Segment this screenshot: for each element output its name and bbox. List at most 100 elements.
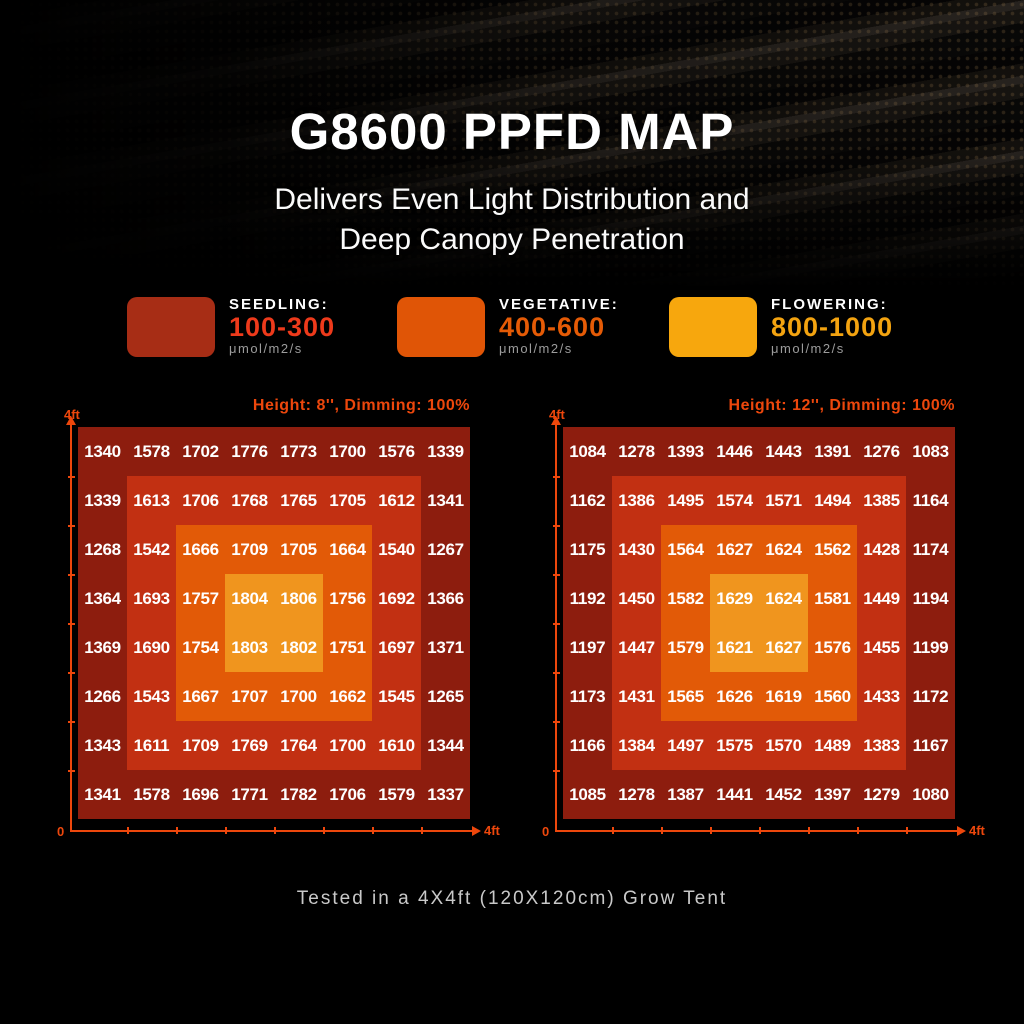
y-axis (70, 425, 72, 832)
x-axis (70, 830, 472, 832)
ppfd-cell-value: 1764 (280, 735, 317, 755)
y-axis (555, 425, 557, 832)
ppfd-cell-value: 1627 (716, 539, 753, 559)
ppfd-cell-value: 1267 (427, 539, 464, 559)
ppfd-cell-value: 1194 (912, 588, 949, 608)
ppfd-cell-value: 1455 (863, 637, 900, 657)
y-axis-tick (553, 476, 560, 478)
ppfd-cell-value: 1340 (84, 441, 121, 461)
ppfd-cell-value: 1162 (569, 490, 606, 510)
y-axis-tick (553, 574, 560, 576)
ppfd-cell-value: 1080 (912, 784, 949, 804)
x-axis-tick (906, 827, 908, 834)
legend-unit-label: μmol/m2/s (771, 341, 845, 356)
ppfd-cell-value: 1693 (133, 588, 170, 608)
ppfd-cell-value: 1700 (329, 441, 366, 461)
x-axis-tick (176, 827, 178, 834)
ppfd-cell-value: 1446 (716, 441, 753, 461)
ppfd-cell-value: 1804 (231, 588, 268, 608)
ppfd-cell-value: 1430 (618, 539, 655, 559)
x-axis-max-label: 4ft (969, 823, 985, 838)
ppfd-cell-value: 1705 (329, 490, 366, 510)
ppfd-cell-value: 1192 (569, 588, 606, 608)
axis-origin-label: 0 (542, 824, 550, 839)
ppfd-cell-value: 1624 (765, 539, 802, 559)
ppfd-cell-value: 1576 (378, 441, 415, 461)
ppfd-cell-value: 1174 (912, 539, 949, 559)
axis-origin-label: 0 (57, 824, 65, 839)
ppfd-cell-value: 1692 (378, 588, 415, 608)
y-axis-tick (68, 623, 75, 625)
legend-unit-label: μmol/m2/s (499, 341, 573, 356)
ppfd-cell-value: 1384 (618, 735, 655, 755)
y-axis-tick (68, 672, 75, 674)
x-axis-tick (710, 827, 712, 834)
ppfd-cell-value: 1443 (765, 441, 802, 461)
ppfd-cell-value: 1624 (765, 588, 802, 608)
ppfd-cell-value: 1172 (912, 686, 949, 706)
heatmap-plot: 1084 1278 1393 1446 1443 1391 1276 1083 1162 1386… (563, 427, 955, 819)
ppfd-cell-value: 1339 (427, 441, 464, 461)
ppfd-cell-value: 1621 (716, 637, 753, 657)
legend-range-value: 400-600 (499, 312, 606, 342)
ppfd-cell-value: 1564 (667, 539, 704, 559)
ppfd-cell-value: 1369 (84, 637, 121, 657)
ppfd-cell-value: 1612 (378, 490, 415, 510)
x-axis-tick (372, 827, 374, 834)
x-axis-tick (274, 827, 276, 834)
ppfd-cell-value: 1545 (378, 686, 415, 706)
ppfd-cell-value: 1337 (427, 784, 464, 804)
ppfd-cell-value: 1431 (618, 686, 655, 706)
ppfd-cell-value: 1768 (231, 490, 268, 510)
ppfd-cell-value: 1613 (133, 490, 170, 510)
ppfd-cell-value: 1543 (133, 686, 170, 706)
legend-stage-label: VEGETATIVE: (499, 296, 619, 313)
ppfd-value-grid: 1084 1278 1393 1446 1443 1391 1276 1083 1162 1386… (563, 427, 955, 819)
ppfd-cell-value: 1629 (716, 588, 753, 608)
y-axis-tick (68, 525, 75, 527)
y-axis-tick (68, 770, 75, 772)
ppfd-cell-value: 1581 (814, 588, 851, 608)
ppfd-cell-value: 1364 (84, 588, 121, 608)
chart-title: Height: 12'', Dimming: 100% (728, 397, 955, 414)
ppfd-cell-value: 1578 (133, 441, 170, 461)
ppfd-cell-value: 1705 (280, 539, 317, 559)
heat-zone-center (225, 574, 323, 672)
ppfd-cell-value: 1696 (182, 784, 219, 804)
ppfd-cell-value: 1199 (912, 637, 949, 657)
x-axis-tick (127, 827, 129, 834)
legend-stage-label: SEEDLING: (229, 296, 329, 313)
ppfd-cell-value: 1579 (378, 784, 415, 804)
ppfd-cell-value: 1709 (182, 735, 219, 755)
x-axis-tick (612, 827, 614, 834)
ppfd-cell-value: 1579 (667, 637, 704, 657)
ppfd-heatmap-12in: Height: 12'', Dimming: 100% 1084 1278 1393… (542, 395, 1000, 850)
ppfd-cell-value: 1769 (231, 735, 268, 755)
ppfd-cell-value: 1626 (716, 686, 753, 706)
flowering-color-swatch (669, 297, 757, 357)
ppfd-cell-value: 1173 (569, 686, 606, 706)
ppfd-cell-value: 1611 (133, 735, 170, 755)
ppfd-cell-value: 1773 (280, 441, 317, 461)
x-axis-arrow-icon (957, 826, 966, 836)
ppfd-cell-value: 1268 (84, 539, 121, 559)
ppfd-cell-value: 1428 (863, 539, 900, 559)
ppfd-cell-value: 1666 (182, 539, 219, 559)
ppfd-cell-value: 1266 (84, 686, 121, 706)
ppfd-cell-value: 1391 (814, 441, 851, 461)
ppfd-cell-value: 1709 (231, 539, 268, 559)
ppfd-cell-value: 1344 (427, 735, 464, 755)
ppfd-cell-value: 1085 (569, 784, 606, 804)
y-axis-tick (553, 525, 560, 527)
ppfd-cell-value: 1397 (814, 784, 851, 804)
ppfd-cell-value: 1754 (182, 637, 219, 657)
ppfd-cell-value: 1697 (378, 637, 415, 657)
ppfd-cell-value: 1433 (863, 686, 900, 706)
ppfd-cell-value: 1751 (329, 637, 366, 657)
ppfd-cell-value: 1450 (618, 588, 655, 608)
ppfd-cell-value: 1341 (427, 490, 464, 510)
x-axis-arrow-icon (472, 826, 481, 836)
x-axis-tick (421, 827, 423, 834)
ppfd-cell-value: 1387 (667, 784, 704, 804)
